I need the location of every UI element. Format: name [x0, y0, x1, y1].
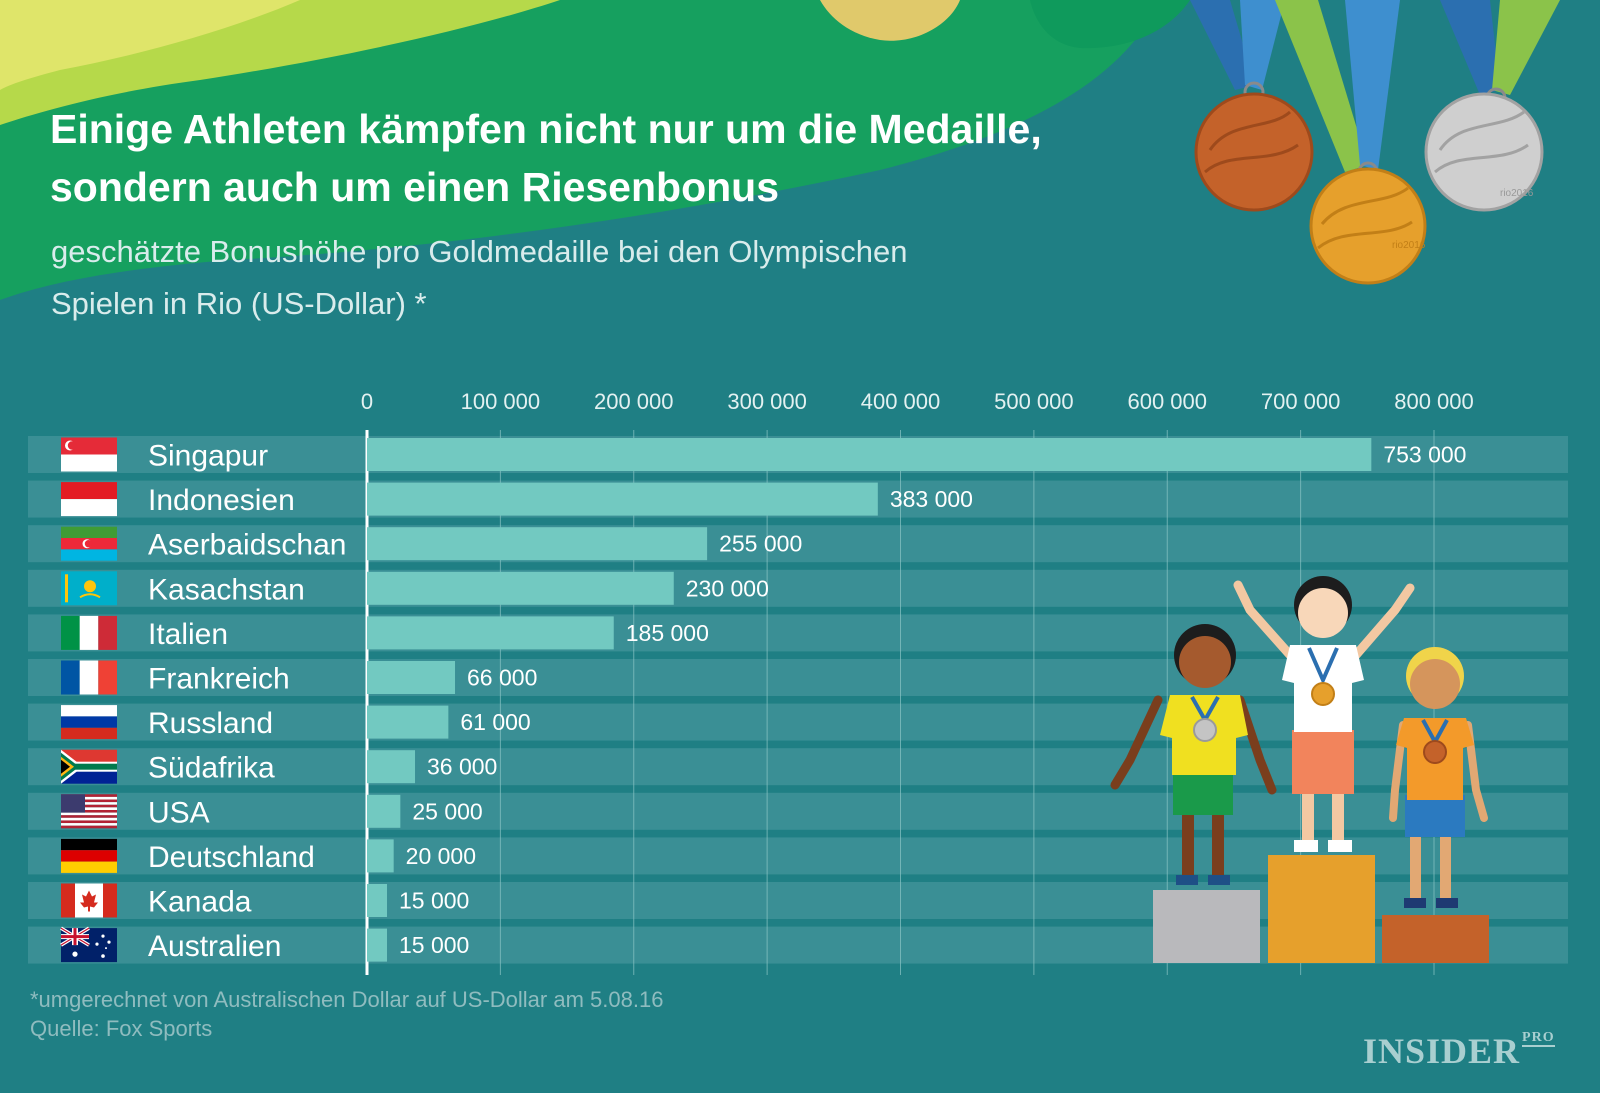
gold-medal-icon: rio2016	[1275, 0, 1427, 285]
athlete-first-place-icon	[1233, 576, 1415, 852]
title-line-2: sondern auch um einen Riesenbonus	[50, 164, 780, 210]
category-label: Südafrika	[148, 752, 275, 785]
insider-pro-logo[interactable]: INSIDER PRO	[1363, 1030, 1555, 1072]
x-tick-label: 300 000	[727, 389, 807, 414]
flag-australia-icon	[60, 926, 117, 963]
athlete-third-place-icon	[1389, 647, 1488, 908]
x-tick-label: 800 000	[1394, 389, 1474, 414]
bar	[367, 571, 674, 605]
bar	[367, 705, 449, 739]
athlete-second-place-icon	[1110, 624, 1277, 885]
x-tick-label: 600 000	[1127, 389, 1207, 414]
data-label: 25 000	[412, 798, 482, 824]
category-label: Kanada	[148, 886, 252, 919]
flag-singapore-icon	[61, 437, 117, 472]
category-label: Aserbaidschan	[148, 529, 346, 562]
data-label: 15 000	[399, 932, 469, 958]
category-label: Frankreich	[148, 663, 290, 696]
x-tick-label: 0	[361, 389, 373, 414]
bar	[367, 482, 878, 516]
footnote-conversion: *umgerechnet von Australischen Dollar au…	[30, 987, 664, 1012]
data-label: 255 000	[719, 531, 802, 557]
data-label: 36 000	[427, 754, 497, 780]
x-tick-label: 200 000	[594, 389, 674, 414]
silver-medal-icon: rio2016	[1424, 0, 1560, 212]
bar	[367, 928, 388, 962]
bar	[367, 750, 416, 784]
bar	[367, 527, 708, 561]
bar	[367, 839, 394, 873]
flag-canada-icon	[61, 883, 117, 918]
title-line-1: Einige Athleten kämpfen nicht nur um die…	[50, 106, 1042, 152]
bar	[367, 794, 401, 828]
category-label: Russland	[148, 707, 273, 740]
footnote-source: Quelle: Fox Sports	[30, 1016, 213, 1041]
footnote: *umgerechnet von Australischen Dollar au…	[30, 985, 663, 1043]
x-tick-label: 400 000	[861, 389, 941, 414]
flag-germany-icon	[61, 838, 117, 873]
bar	[367, 661, 456, 694]
svg-text:rio2016: rio2016	[1500, 188, 1534, 199]
x-tick-label: 500 000	[994, 389, 1074, 414]
x-tick-label: 100 000	[461, 389, 541, 414]
subtitle-line-1: geschätzte Bonushöhe pro Goldmedaille be…	[51, 234, 908, 269]
logo-main-text: INSIDER	[1363, 1031, 1521, 1071]
podium-icon	[1153, 855, 1489, 963]
data-label: 15 000	[399, 888, 469, 914]
data-label: 20 000	[406, 843, 476, 869]
category-label: USA	[148, 796, 210, 829]
category-label: Deutschland	[148, 841, 315, 874]
x-tick-label: 700 000	[1261, 389, 1341, 414]
data-label: 230 000	[686, 575, 769, 601]
data-label: 383 000	[890, 486, 973, 512]
data-label: 185 000	[626, 620, 709, 646]
bronze-medal-icon	[1190, 0, 1314, 212]
category-label: Kasachstan	[148, 573, 305, 606]
flag-indonesia-icon	[61, 482, 117, 517]
flag-france-icon	[61, 660, 117, 695]
chart-subtitle: geschätzte Bonushöhe pro Goldmedaille be…	[51, 226, 1051, 330]
flag-italy-icon	[61, 615, 117, 650]
category-label: Indonesien	[148, 484, 295, 517]
flag-kazakhstan-icon	[61, 571, 117, 606]
flag-azerbaijan-icon	[61, 526, 117, 561]
bar	[367, 438, 1372, 471]
bar	[367, 616, 614, 650]
logo-pro-text: PRO	[1522, 1030, 1555, 1047]
chart-title: Einige Athleten kämpfen nicht nur um die…	[50, 100, 1170, 216]
flag-usa-icon	[61, 794, 117, 829]
flag-south-africa-icon	[61, 749, 117, 784]
category-label: Australien	[148, 930, 281, 963]
svg-text:rio2016: rio2016	[1392, 240, 1426, 251]
subtitle-line-2: Spielen in Rio (US-Dollar) *	[51, 286, 427, 321]
data-label: 61 000	[460, 709, 530, 735]
data-label: 753 000	[1383, 442, 1466, 468]
data-label: 66 000	[467, 665, 537, 691]
bar	[367, 884, 388, 917]
flag-russia-icon	[61, 705, 117, 740]
category-label: Singapur	[148, 440, 268, 473]
row-band	[28, 525, 1568, 563]
category-label: Italien	[148, 618, 228, 651]
